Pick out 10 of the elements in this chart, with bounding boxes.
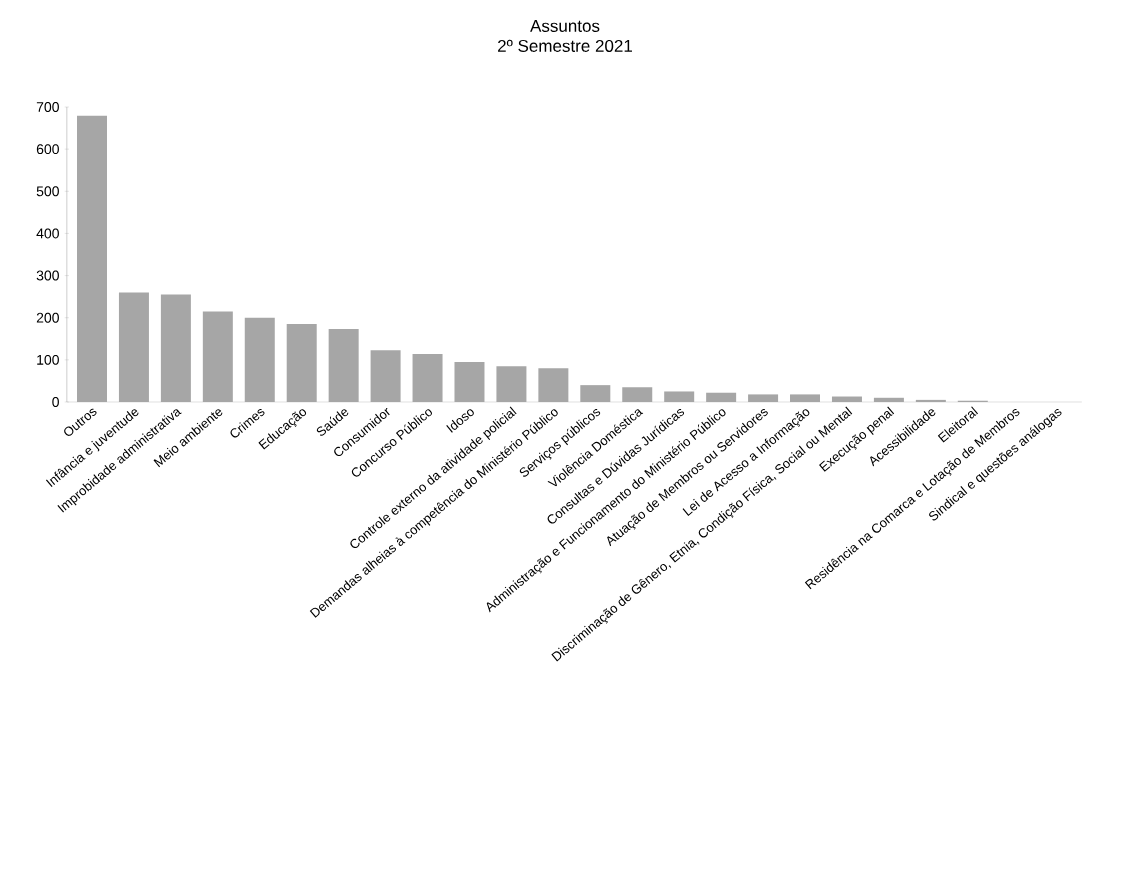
y-tick-label: 500: [36, 186, 59, 197]
y-tick-label: 100: [37, 354, 59, 365]
y-tick-label: 200: [36, 312, 59, 323]
y-tick-label: 300: [36, 270, 59, 281]
chart-subtitle: 2º Semestre 2021: [498, 39, 632, 52]
chart-title: Assuntos: [530, 20, 600, 32]
y-tick-label: 600: [36, 144, 59, 155]
y-tick-label: 400: [36, 228, 59, 239]
y-tick-label: 0: [52, 397, 59, 407]
y-tick-label: 700: [36, 102, 59, 112]
